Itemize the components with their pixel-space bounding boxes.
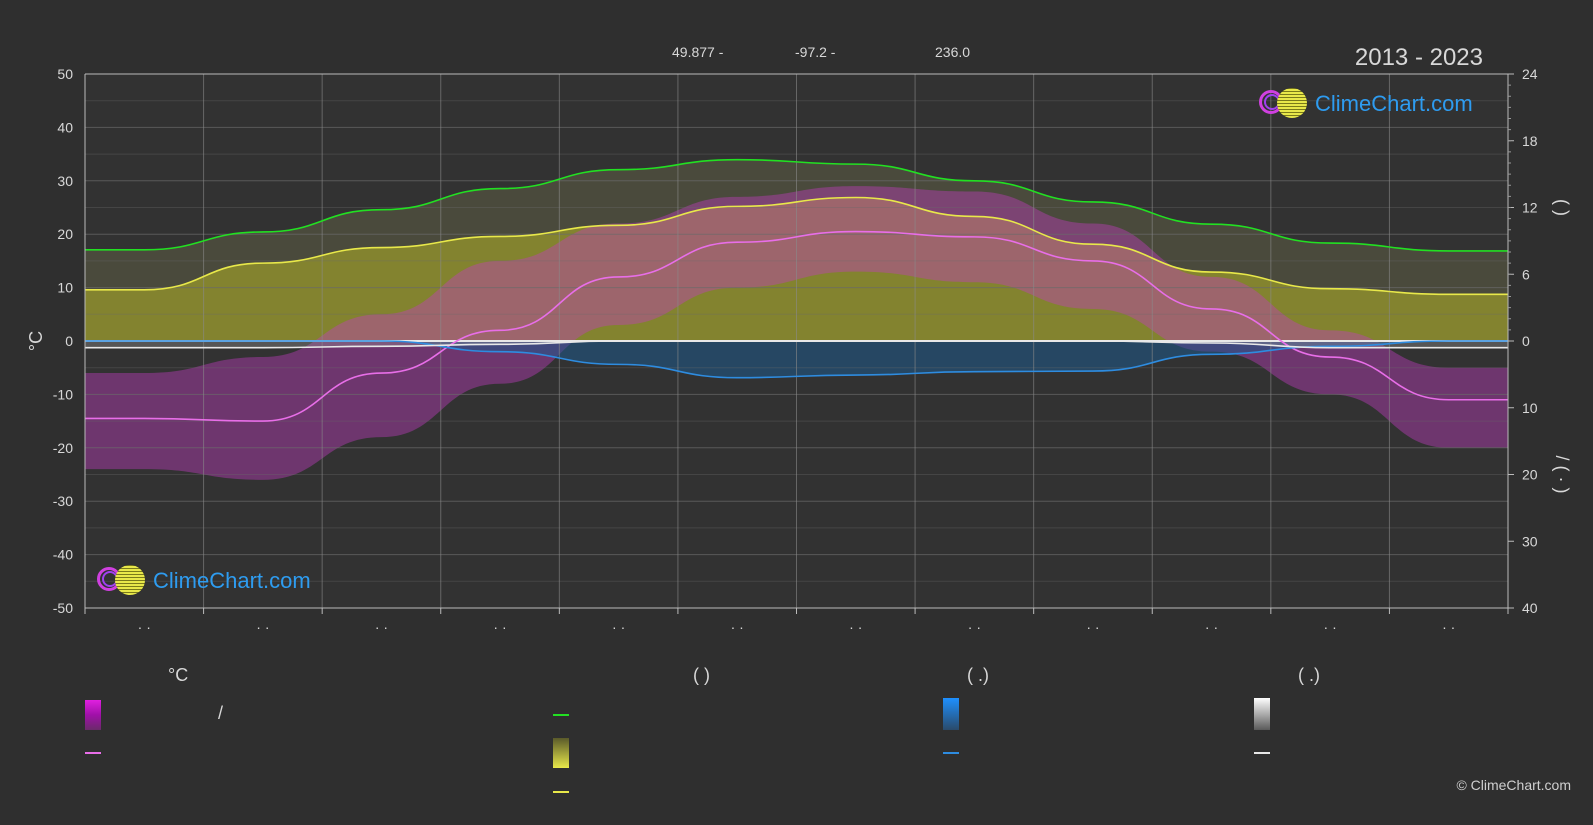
y-axis-label-right-bottom: / ( · ): [1552, 456, 1572, 494]
y-tick-label-left: 40: [57, 119, 73, 135]
chart-lines: [84, 158, 1508, 422]
y-axis-label-right-top: ( ): [1552, 199, 1572, 216]
y-tick-label-left: 30: [57, 173, 73, 189]
chart-axes: 50 40 30 20 10 0 -10 -20 -30 -40 -50 °C 24 18 12 6 0 10 20…: [26, 66, 1572, 635]
legend-snow-line: [1254, 752, 1270, 754]
legend-temperature-header: °C: [168, 665, 189, 685]
x-tick-label: · ·: [612, 619, 625, 635]
x-tick-label: · ·: [1086, 619, 1099, 635]
y-tick-label-left: 20: [57, 226, 73, 242]
logo-top[interactable]: ClimeChart.com: [1257, 88, 1473, 120]
y-tick-label-right: 30: [1522, 533, 1538, 549]
y-tick-label-left: 10: [57, 280, 73, 296]
legend-snow-header: ( .): [1298, 665, 1320, 685]
y-tick-label-left: -40: [53, 547, 73, 563]
y-tick-label-right: 18: [1522, 133, 1538, 149]
y-tick-label-right: 24: [1522, 66, 1538, 82]
daylight-line: [84, 158, 1508, 252]
legend-rain-swatch: [943, 698, 959, 730]
y-tick-label-right: 20: [1522, 467, 1538, 483]
y-tick-label-left: -50: [53, 600, 73, 616]
latitude-label: 49.877 -: [672, 44, 724, 60]
logo-text: ClimeChart.com: [153, 568, 311, 593]
y-tick-label-right: 10: [1522, 400, 1538, 416]
legend-sunshine-swatch: [553, 738, 569, 768]
rain-line: [84, 340, 1508, 379]
x-tick-label: · ·: [138, 619, 151, 635]
temperature-line: [84, 230, 1508, 422]
legend-sun-header: ( ): [693, 665, 710, 685]
x-tick-label: · ·: [968, 619, 981, 635]
legend-snow-swatch: [1254, 698, 1270, 730]
y-tick-label-left: -10: [53, 386, 73, 402]
x-tick-label: · ·: [1442, 619, 1455, 635]
x-tick-label: · ·: [375, 619, 388, 635]
x-tick-label: · ·: [1324, 619, 1337, 635]
y-tick-label-right: 12: [1522, 200, 1538, 216]
legend-daylight-line: [553, 714, 569, 716]
y-axis-label-left: °C: [26, 331, 46, 351]
y-tick-label-right: 0: [1522, 333, 1530, 349]
copyright: © ClimeChart.com: [1456, 777, 1571, 793]
logo-text: ClimeChart.com: [1315, 91, 1473, 116]
x-tick-label: · ·: [731, 619, 744, 635]
snow-line: [85, 340, 1508, 349]
y-tick-label-left: -20: [53, 440, 73, 456]
sunshine-line: [85, 196, 1508, 296]
legend-temp-range-swatch: [85, 700, 101, 730]
legend-rain-header: ( .): [967, 665, 989, 685]
logo-icon: [1257, 88, 1313, 120]
y-tick-label-left: 0: [65, 333, 73, 349]
y-tick-label-left: -30: [53, 493, 73, 509]
logo-bottom[interactable]: ClimeChart.com: [95, 565, 311, 597]
logo-icon: [95, 565, 151, 597]
x-tick-label: · ·: [1205, 619, 1218, 635]
period-label: 2013 - 2023: [1354, 44, 1483, 71]
y-tick-label-left: 50: [57, 66, 73, 82]
x-tick-label: · ·: [493, 619, 506, 635]
legend-temp-range-sep: /: [218, 703, 224, 723]
elevation-label: 236.0: [935, 44, 971, 60]
x-tick-label: · ·: [256, 619, 269, 635]
y-tick-label-right: 40: [1522, 600, 1538, 616]
x-tick-label: · ·: [849, 619, 862, 635]
legend-rain-line: [943, 752, 959, 754]
legend-temp-avg-line: [85, 752, 101, 754]
legend-sunshine-line: [553, 791, 569, 793]
y-tick-label-right: 6: [1522, 266, 1530, 282]
longitude-label: -97.2 -: [795, 44, 836, 60]
